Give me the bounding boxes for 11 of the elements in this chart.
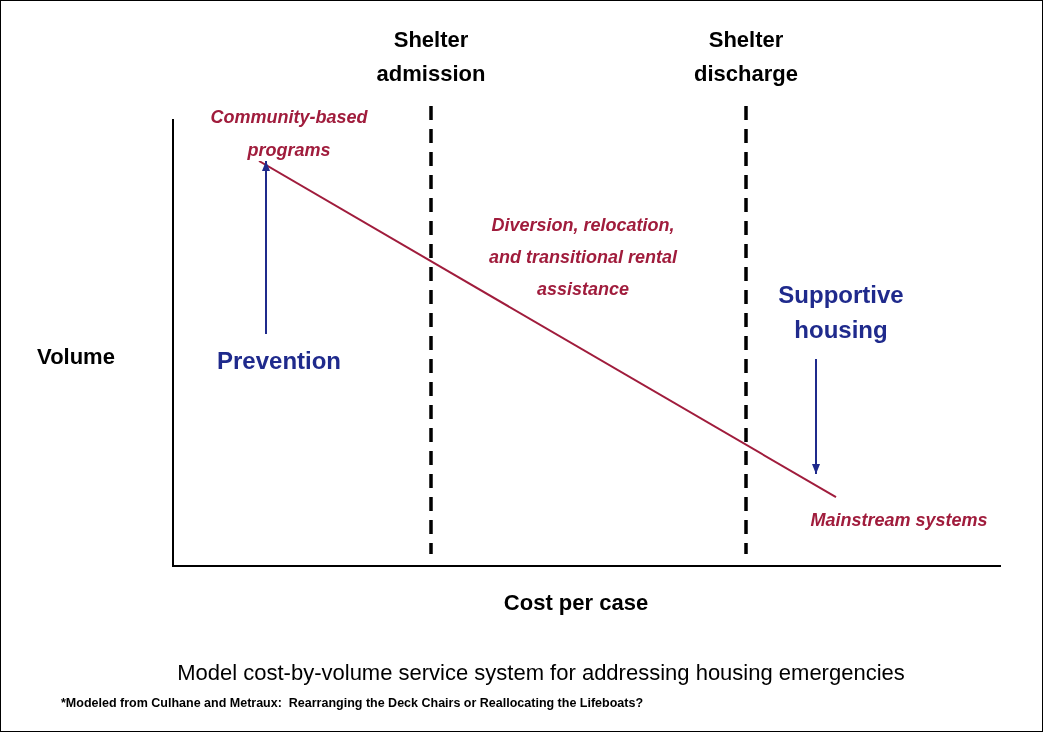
text: Model cost-by-volume service system for addressing housing emergencies (177, 660, 905, 686)
text: Shelter discharge (694, 27, 798, 87)
annotation: Prevention (216, 346, 342, 374)
y-axis-title: Volume (37, 344, 115, 370)
text: Shelter admission (376, 27, 486, 87)
text: Community-based programs (210, 106, 369, 160)
x-axis-title: Cost per case (503, 590, 649, 616)
text: *Modeled from Culhane and Metraux: Rearranging the Deck Chairs or Reallocating the Lifeboats? (61, 696, 644, 711)
annotation: Diversion, relocation, and transitional rental assistance (488, 214, 679, 299)
annotation: Supportive housing (778, 280, 904, 343)
annotation: Mainstream systems (810, 509, 988, 530)
